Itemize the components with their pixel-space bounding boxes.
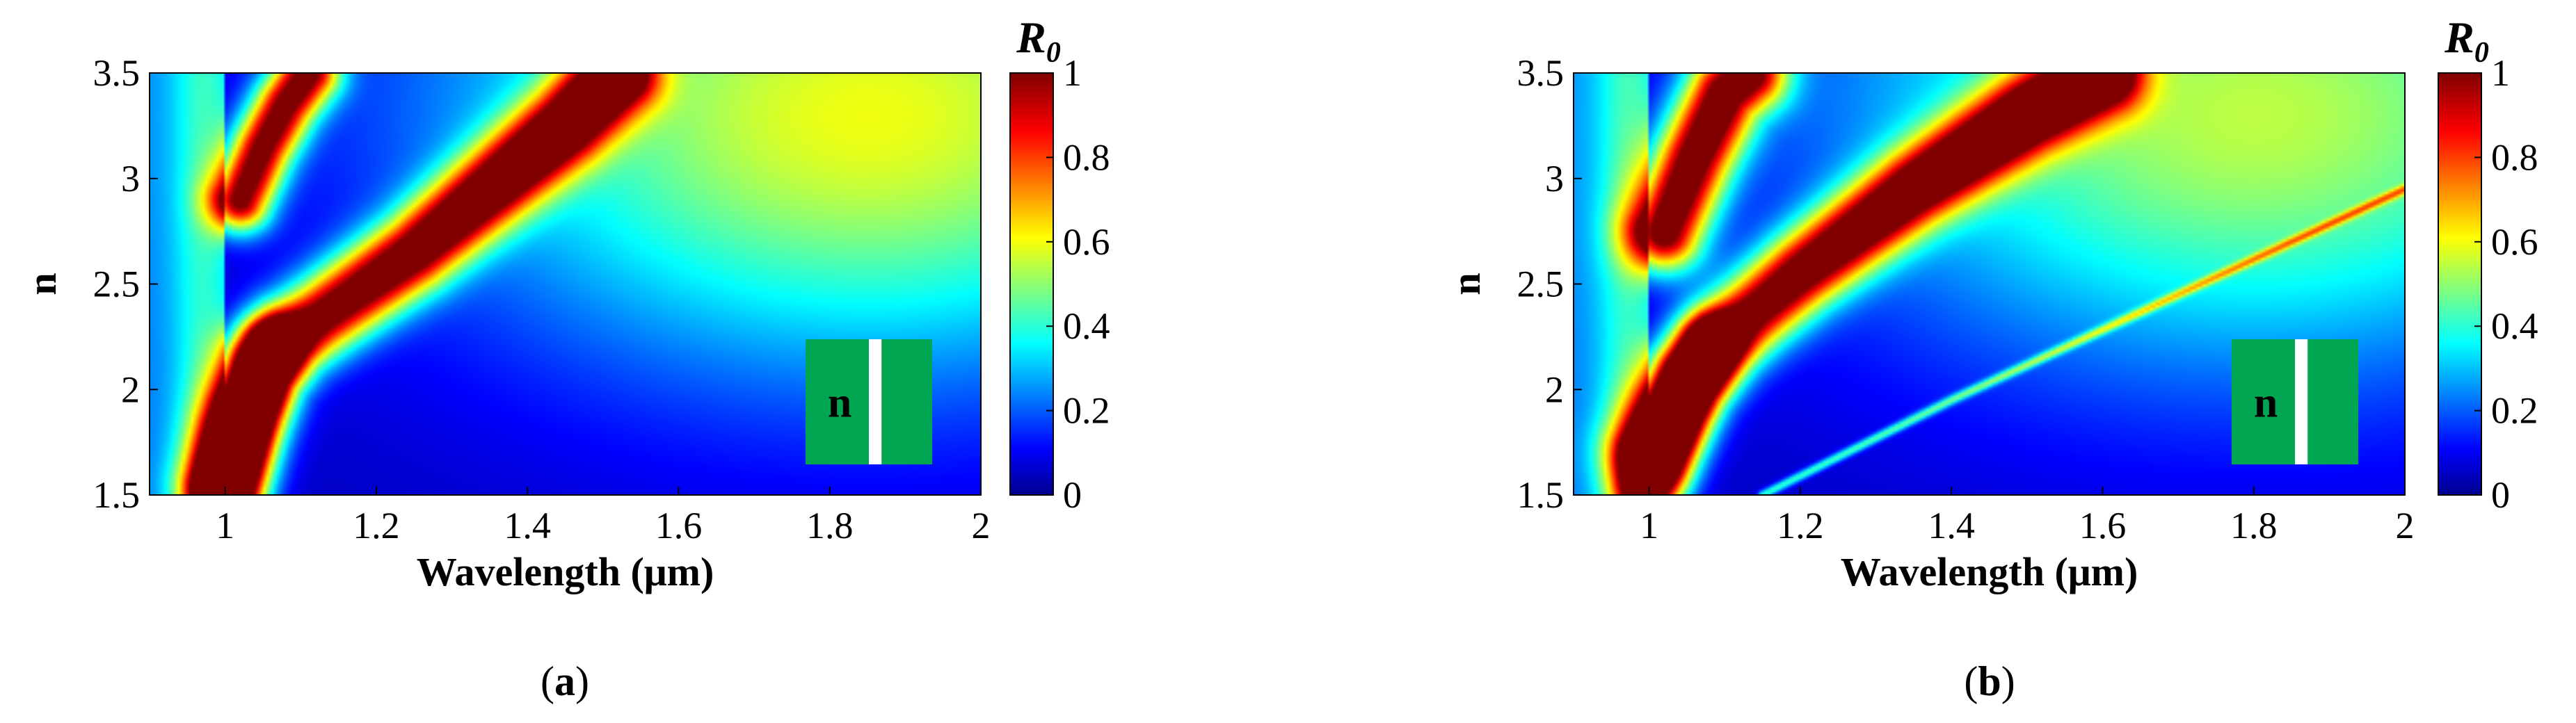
colorbar-title-main: R xyxy=(2444,13,2474,62)
y-axis-ticks: 1.5 2 2.5 3 3.5 xyxy=(93,52,158,516)
y-tick-label: 1.5 xyxy=(1517,474,1565,516)
inset-stripe xyxy=(869,339,882,464)
structure-inset: n xyxy=(806,339,932,464)
panel-label: b xyxy=(1978,658,2001,704)
colorbar-title: R0 xyxy=(1016,13,1061,69)
colorbar-tick-label: 1 xyxy=(1063,52,1082,94)
colorbar-tick-label: 0 xyxy=(1063,474,1082,516)
colorbar-tick-label: 0.2 xyxy=(1063,390,1110,432)
colorbar-title-subscript: 0 xyxy=(1046,37,1061,69)
x-axis-label: Wavelength (μm) xyxy=(1841,549,2138,594)
y-tick-label: 3.5 xyxy=(93,52,141,94)
x-axis-ticks: 1 1.2 1.4 1.6 1.8 2 xyxy=(216,487,991,546)
x-tick-label: 1.8 xyxy=(806,505,854,546)
inset-stripe xyxy=(2295,339,2308,464)
colorbar xyxy=(2438,72,2482,496)
x-axis-ticks: 1 1.2 1.4 1.6 1.8 2 xyxy=(1640,487,2415,546)
colorbar-tick-label: 0.8 xyxy=(1063,136,1110,178)
y-tick-label: 2.5 xyxy=(93,263,141,305)
x-tick-label: 2 xyxy=(972,505,991,546)
x-tick-label: 1.4 xyxy=(504,505,551,546)
y-tick-label: 3.5 xyxy=(1517,52,1565,94)
x-tick-label: 2 xyxy=(2396,505,2415,546)
panel-label: a xyxy=(554,658,575,704)
y-tick-label: 1.5 xyxy=(93,474,141,516)
colorbar-tick-label: 0.6 xyxy=(2491,221,2538,263)
colorbar-title: R0 xyxy=(2444,13,2489,69)
x-axis-label: Wavelength (μm) xyxy=(417,549,714,594)
colorbar-tick-label: 0.6 xyxy=(1063,221,1110,263)
x-tick-label: 1.2 xyxy=(1777,505,1824,546)
colorbar-tick-label: 0.4 xyxy=(2491,305,2538,347)
y-axis-label: n xyxy=(19,273,65,295)
inset-label: n xyxy=(828,380,851,427)
colorbar-tick-label: 0.2 xyxy=(2491,390,2538,432)
panel-caption: (b) xyxy=(1964,658,2015,704)
structure-inset: n xyxy=(2232,339,2358,464)
x-tick-label: 1.4 xyxy=(1928,505,1975,546)
colorbar xyxy=(1009,72,1054,496)
panel-a: 1 1.2 1.4 1.6 1.8 2 1.5 2 2.5 3 3.5 Wavelength (μ… xyxy=(19,13,1110,704)
colorbar-tick-label: 0.8 xyxy=(2491,136,2538,178)
y-axis-label: n xyxy=(1443,273,1489,295)
y-tick-label: 2.5 xyxy=(1517,263,1565,305)
y-axis-ticks: 1.5 2 2.5 3 3.5 xyxy=(1517,52,1582,516)
x-tick-label: 1.8 xyxy=(2230,505,2278,546)
colorbar-tick-label: 0.4 xyxy=(1063,305,1110,347)
x-tick-label: 1.6 xyxy=(2079,505,2127,546)
y-tick-label: 3 xyxy=(1545,158,1564,200)
y-tick-label: 2 xyxy=(121,368,140,410)
x-tick-label: 1.2 xyxy=(353,505,400,546)
y-tick-label: 3 xyxy=(121,158,140,200)
panel-caption: (a) xyxy=(541,658,589,704)
colorbar-ticks: 0 0.2 0.4 0.6 0.8 1 xyxy=(2474,52,2538,516)
y-tick-label: 2 xyxy=(1545,368,1564,410)
x-tick-label: 1 xyxy=(1640,505,1658,546)
panel-b: 1 1.2 1.4 1.6 1.8 2 1.5 2 2.5 3 3.5 Wavelength (μ… xyxy=(1443,13,2538,704)
colorbar-tick-label: 0 xyxy=(2491,474,2510,516)
x-tick-label: 1.6 xyxy=(655,505,703,546)
colorbar-tick-label: 1 xyxy=(2491,52,2510,94)
colorbar-title-subscript: 0 xyxy=(2474,37,2489,69)
colorbar-title-main: R xyxy=(1016,13,1046,62)
x-tick-label: 1 xyxy=(216,505,234,546)
colorbar-ticks: 0 0.2 0.4 0.6 0.8 1 xyxy=(1046,52,1110,516)
inset-label: n xyxy=(2254,380,2278,427)
